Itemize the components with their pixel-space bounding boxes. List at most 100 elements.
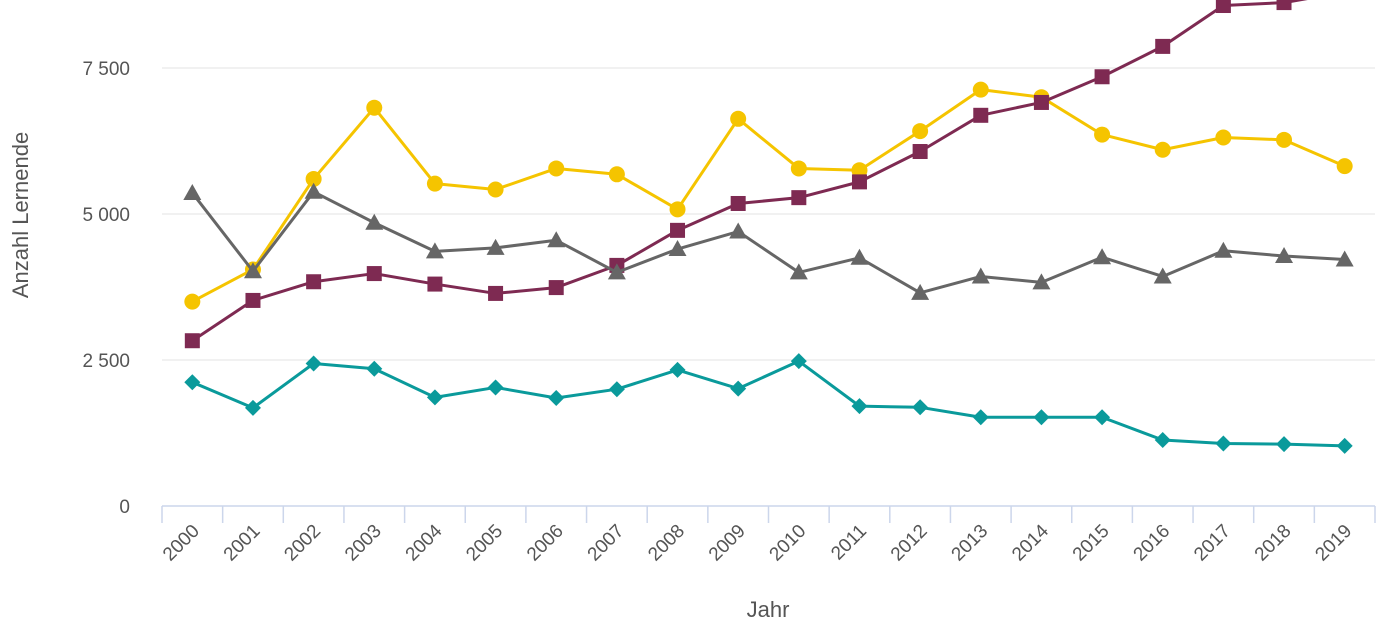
series-line [191,190,1345,295]
data-point [487,181,504,198]
data-point [668,240,687,257]
data-point [608,381,625,398]
data-point [1215,0,1231,14]
series-2 [183,182,1354,300]
y-axis-title: Anzahl Lernende [8,132,33,298]
x-tick-label: 2019 [1311,521,1356,566]
x-tick-label: 2014 [1008,520,1053,565]
data-point [972,409,989,426]
x-axis: 2000 2001 2002 2003 2004 2005 2006 2007 2008 2009… [159,505,1376,566]
x-tick-label: 2002 [280,521,325,566]
data-point [426,175,443,192]
y-tick-label: 7 500 [82,59,130,80]
y-tick-label: 0 [119,497,130,518]
data-point [305,355,322,372]
data-point [850,248,869,265]
data-point [306,274,322,290]
data-point [912,399,929,416]
data-point [243,262,262,279]
data-point [366,99,383,116]
data-point [1276,131,1293,148]
x-tick-label: 2018 [1251,521,1296,566]
data-point [1153,267,1172,284]
data-point [1276,0,1292,11]
x-tick-label: 2012 [887,521,932,566]
data-point [486,238,505,255]
data-point [669,201,686,218]
data-point [973,107,989,123]
data-point [1275,247,1294,264]
x-tick-label: 2008 [644,521,689,566]
data-point [730,110,747,127]
x-tick-label: 2016 [1130,521,1175,566]
data-point [971,267,990,284]
x-tick-label: 2015 [1069,521,1114,566]
data-point [427,276,443,292]
data-point [791,190,807,206]
data-point [730,195,746,211]
series-line [191,88,1346,303]
data-point [305,170,322,187]
x-tick-label: 2017 [1190,521,1235,566]
data-point [365,213,384,230]
data-point [245,292,261,308]
data-point [1094,126,1111,143]
data-point [184,333,200,349]
data-point [548,280,564,296]
series-1 [184,0,1308,349]
x-tick-label: 2006 [523,521,568,566]
data-point [669,361,686,378]
data-point [789,263,808,280]
data-point [183,183,202,200]
data-point [548,160,565,177]
data-point [487,379,504,396]
data-point [184,374,201,391]
data-point [1215,129,1232,146]
gridlines [162,67,1375,361]
x-tick-label: 2010 [766,521,811,566]
x-tick-label: 2007 [584,521,629,566]
x-tick-label: 2013 [948,521,993,566]
data-point [488,285,504,301]
x-tick-label: 2003 [341,521,386,566]
y-axis: 0 2 500 5 000 7 500 [82,59,130,518]
data-point [851,398,868,415]
data-point [366,266,382,282]
data-point [548,389,565,406]
data-point [184,293,201,310]
data-point [670,222,686,238]
data-point [1335,250,1354,267]
data-point [1093,248,1112,265]
data-point [1336,437,1353,454]
x-tick-label: 2000 [159,521,204,566]
data-point [1154,141,1171,158]
data-point [729,222,748,239]
data-point [1215,435,1232,452]
x-tick-label: 2011 [827,521,871,565]
data-point [912,144,928,160]
data-point [1033,409,1050,426]
y-tick-label: 5 000 [82,205,130,226]
x-tick-label: 2004 [402,520,447,565]
data-point [1276,436,1293,453]
data-point [304,182,323,199]
data-point [790,160,807,177]
data-point [730,380,747,397]
data-point [851,162,868,179]
data-point [426,389,443,406]
data-point [1094,409,1111,426]
x-tick-label: 2001 [220,521,265,566]
data-point [608,166,625,183]
x-axis-title: Jahr [747,597,790,622]
data-point [911,283,930,300]
data-point [1155,38,1171,54]
x-tick-label: 2009 [705,521,750,566]
data-point [1033,94,1049,110]
data-point [366,360,383,377]
data-point [1154,432,1171,449]
data-point [547,231,566,248]
series-line [191,0,1308,342]
data-point [607,263,626,280]
data-point [425,242,444,259]
